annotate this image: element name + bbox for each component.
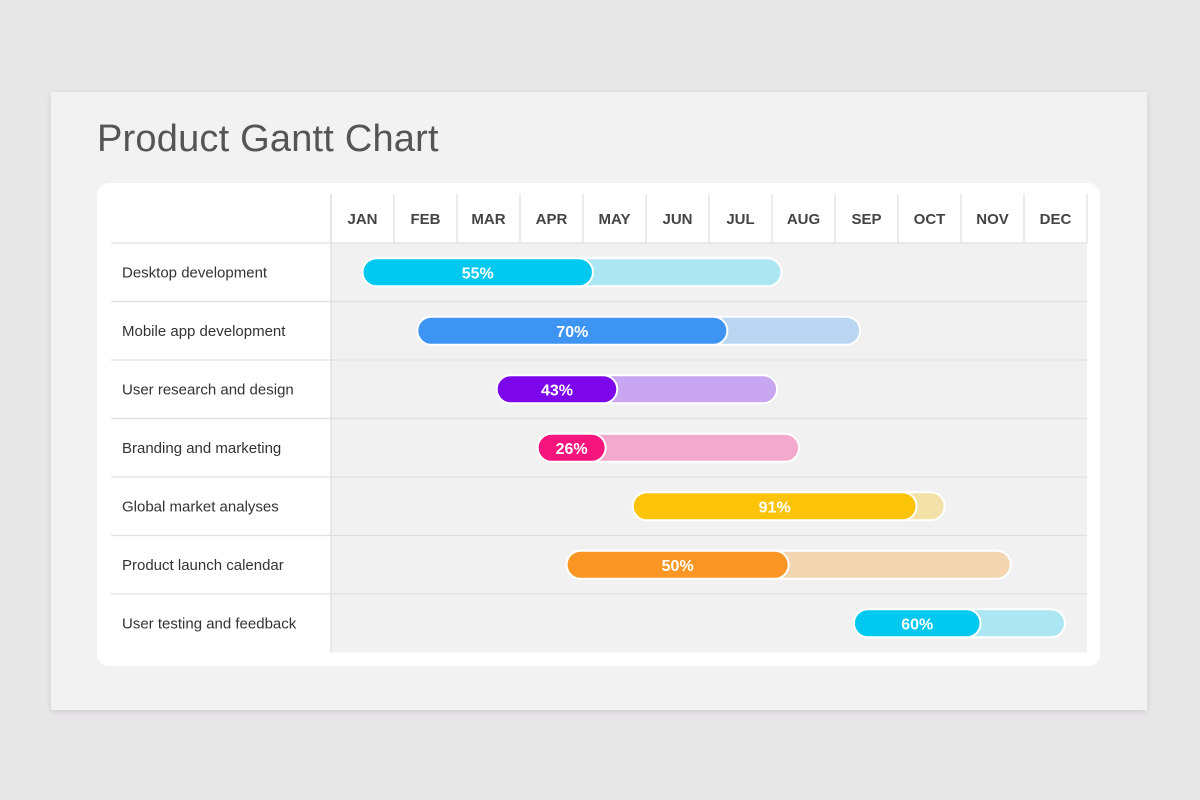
month-label-apr: APR — [536, 211, 568, 228]
task-progress-label: 43% — [541, 382, 573, 399]
month-label-oct: OCT — [914, 211, 946, 228]
month-label-jul: JUL — [726, 211, 754, 228]
task-label: Desktop development — [122, 264, 268, 281]
month-label-may: MAY — [599, 211, 631, 228]
task-label: Global market analyses — [122, 498, 279, 515]
task-progress-label: 55% — [462, 265, 494, 282]
task-progress-label: 91% — [759, 499, 791, 516]
task-label: User testing and feedback — [122, 615, 297, 632]
chart-title: Product Gantt Chart — [97, 118, 439, 160]
task-progress-label: 50% — [662, 558, 694, 575]
task-progress-label: 26% — [556, 441, 588, 458]
task-bar-progress — [361, 257, 594, 288]
month-label-sep: SEP — [851, 211, 881, 228]
gantt-card: JAN FEB MAR APR MAY JUN JUL AUG SEP OCT NOV DEC Desk… — [97, 183, 1100, 666]
task-bar-progress — [416, 315, 729, 346]
task-progress-label: 70% — [556, 324, 588, 341]
month-label-mar: MAR — [471, 211, 505, 228]
task-label: Mobile app development — [122, 323, 286, 340]
slide: Product Gantt Chart JAN FEB MAR APR MAY JUN JU… — [51, 92, 1147, 710]
task-bar-progress — [565, 549, 790, 580]
month-label-dec: DEC — [1040, 211, 1072, 228]
month-label-nov: NOV — [976, 211, 1009, 228]
task-bar-progress — [852, 608, 982, 639]
month-label-aug: AUG — [787, 211, 820, 228]
task-bar-progress — [536, 432, 607, 463]
task-label: User research and design — [122, 381, 294, 398]
task-label: Branding and marketing — [122, 440, 281, 457]
task-bar-progress — [631, 491, 918, 522]
task-label: Product launch calendar — [122, 557, 284, 574]
task-bar-progress — [495, 374, 619, 405]
month-label-jun: JUN — [662, 211, 692, 228]
task-progress-label: 60% — [901, 616, 933, 633]
month-label-jan: JAN — [347, 211, 377, 228]
gantt-chart: JAN FEB MAR APR MAY JUN JUL AUG SEP OCT NOV DEC Desk… — [111, 194, 1088, 653]
month-label-feb: FEB — [411, 211, 441, 228]
